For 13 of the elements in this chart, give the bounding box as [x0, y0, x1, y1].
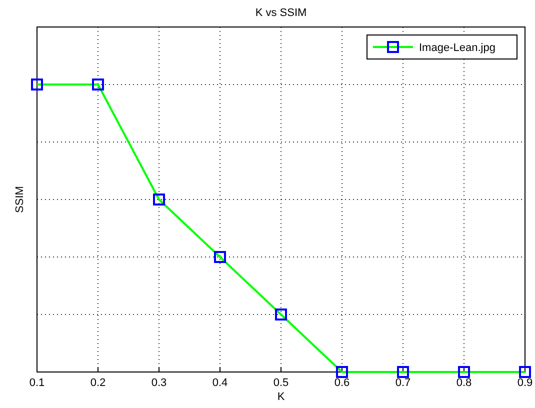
- x-tick-label: 0.1: [29, 377, 45, 389]
- x-tick-label: 0.7: [395, 377, 411, 389]
- x-axis-title: K: [277, 391, 286, 403]
- x-tick-label: 0.4: [212, 377, 228, 389]
- x-tick-label: 0.9: [517, 377, 533, 389]
- x-tick-label: 0.2: [90, 377, 106, 389]
- y-axis-title: SSIM: [14, 186, 26, 213]
- x-tick-label: 0.5: [273, 377, 289, 389]
- x-tick-label: 0.3: [151, 377, 167, 389]
- legend-label: Image-Lean.jpg: [419, 42, 496, 54]
- x-tick-label: 0.8: [456, 377, 472, 389]
- x-tick-label: 0.6: [334, 377, 350, 389]
- chart-title: K vs SSIM: [255, 7, 307, 19]
